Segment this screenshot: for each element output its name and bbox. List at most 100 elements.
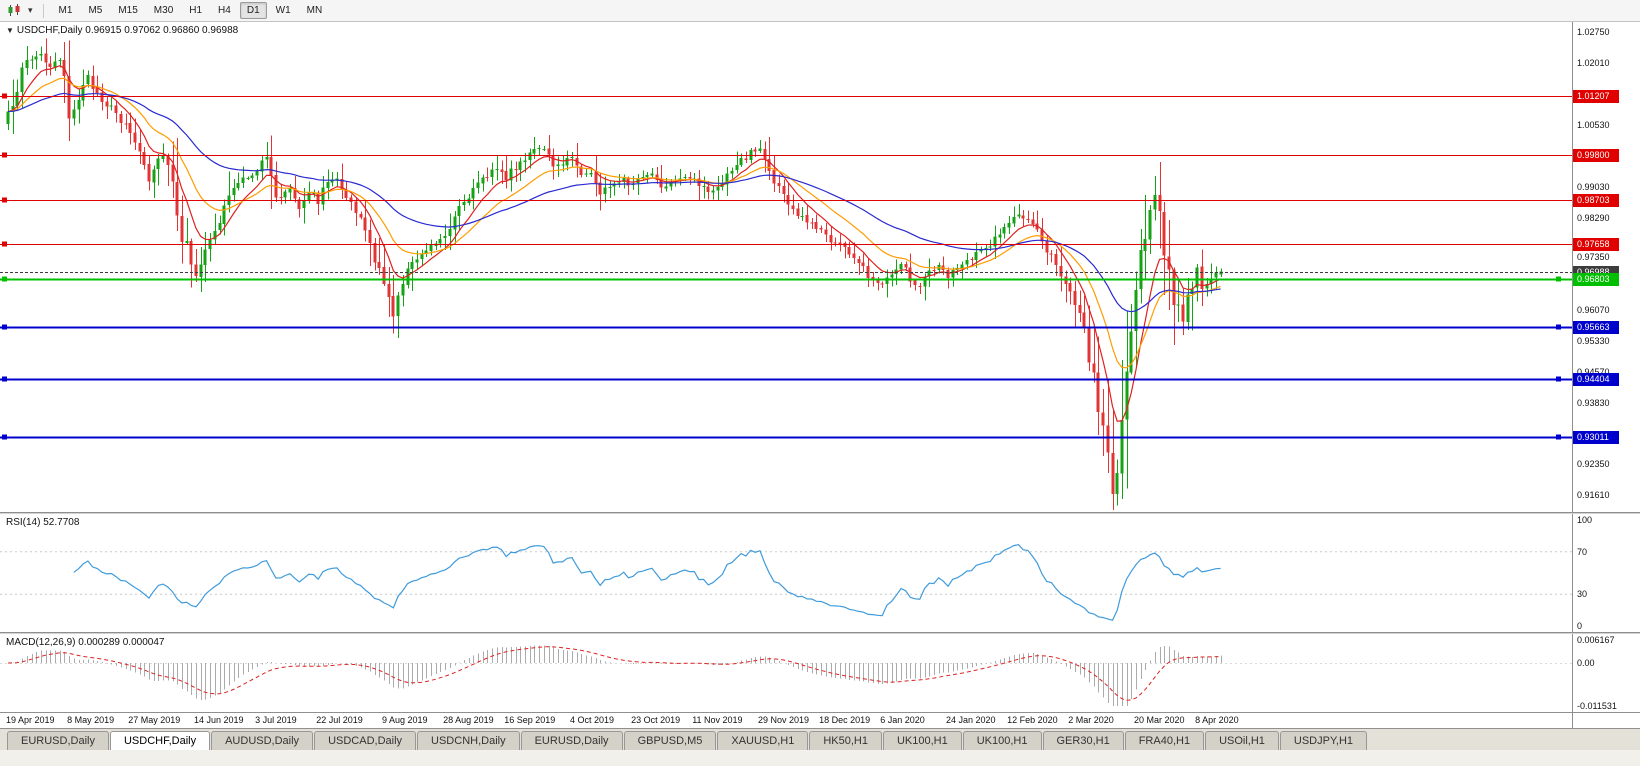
rsi-tick-30: 30 [1577,589,1588,600]
chart-tab-5-eurusd-daily[interactable]: EURUSD,Daily [520,731,623,750]
date-label-16-sep-2019: 16 Sep 2019 [504,715,556,725]
date-label-18-dec-2019: 18 Dec 2019 [819,715,871,725]
chart-tab-13-usoil-h1[interactable]: USOil,H1 [1205,731,1279,750]
symbol-dropdown-icon[interactable]: ▼ [6,26,14,35]
timeframe-button-m15[interactable]: M15 [118,5,138,16]
rsi-tick-70: 70 [1577,546,1588,557]
axis-corner [1572,713,1640,728]
price-tick-0.96070: 0.96070 [1577,304,1610,315]
rsi-pane[interactable]: RSI(14) 52.7708 [0,514,1572,632]
timeframe-button-h1[interactable]: H1 [189,5,203,16]
macd-tick--0.011531: -0.011531 [1577,701,1617,711]
macd-label: MACD(12,26,9) 0.000289 0.000047 [6,637,165,648]
chart-tab-12-fra40-h1[interactable]: FRA40,H1 [1124,731,1205,750]
candlesticks [6,38,1223,510]
price-tick-0.95330: 0.95330 [1577,335,1610,346]
main-chart-canvas [0,38,1572,510]
date-label-8-may-2019: 8 May 2019 [67,715,115,725]
date-label-20-mar-2020: 20 Mar 2020 [1134,715,1185,725]
price-badge-1.01207[interactable]: 1.01207 [1573,89,1619,103]
price-tick-1.02010: 1.02010 [1577,58,1610,69]
pane-separator-2[interactable] [0,632,1640,634]
timeframe-button-h4[interactable]: H4 [218,5,231,16]
ma-line-mid [7,77,1221,369]
chart-tab-2-audusd-daily[interactable]: AUDUSD,Daily [211,731,314,750]
timeframe-button-m5[interactable]: M5 [88,5,103,16]
chart-ohlc-text: USDCHF,Daily 0.96915 0.97062 0.96860 0.9… [16,25,239,36]
toolbar: ▾ M1 M5 M15 M30 H1 H4 D1 W1 MN [0,0,1640,22]
chart-tab-1-usdchf-daily[interactable]: USDCHF,Daily [109,731,211,750]
timeframe-buttons: M1 M5 M15 M30 H1 H4 D1 W1 MN [52,2,330,19]
rsi-tick-100: 100 [1577,515,1593,525]
timeframe-button-w1[interactable]: W1 [275,5,291,16]
candlestick-chart-icon[interactable] [5,2,24,20]
price-tick-1.02750: 1.02750 [1577,27,1610,38]
chart-tab-14-usdjpy-h1[interactable]: USDJPY,H1 [1279,731,1368,750]
timeframe-button-mn[interactable]: MN [306,5,323,16]
date-label-27-may-2019: 27 May 2019 [128,715,181,725]
chart-tab-3-usdcad-daily[interactable]: USDCAD,Daily [314,731,417,750]
macd-axis: 0.006167 0.00 -0.011531 [1572,634,1640,712]
macd-signal-line [7,646,1221,701]
date-label-22-jul-2019: 22 Jul 2019 [316,715,363,725]
price-badge-0.98703[interactable]: 0.98703 [1573,193,1619,207]
chart-tabs-bar: EURUSD,Daily USDCHF,Daily AUDUSD,Daily USDC… [0,728,1640,750]
date-label-3-jul-2019: 3 Jul 2019 [255,715,297,725]
chart-tab-11-ger30-h1[interactable]: GER30,H1 [1042,731,1124,750]
macd-tick-0.00: 0.00 [1577,657,1595,668]
date-label-6-jan-2020: 6 Jan 2020 [880,715,925,725]
horizontal-level-lines [0,93,1572,440]
main-chart-pane[interactable]: ▼ USDCHF,Daily 0.96915 0.97062 0.96860 0.… [0,22,1572,512]
macd-histogram [12,645,1223,706]
window-bottom-area [0,750,1640,766]
date-label-23-oct-2019: 23 Oct 2019 [631,715,681,725]
price-tick-0.92350: 0.92350 [1577,459,1610,470]
chart-tab-9-uk100-h1[interactable]: UK100,H1 [882,731,962,750]
date-label-4-oct-2019: 4 Oct 2019 [570,715,615,725]
price-badge-0.97658[interactable]: 0.97658 [1573,237,1619,251]
chart-ohlc-header: ▼ USDCHF,Daily 0.96915 0.97062 0.96860 0.… [6,25,238,36]
price-tick-0.99030: 0.99030 [1577,181,1610,192]
date-label-24-jan-2020: 24 Jan 2020 [946,715,996,725]
date-label-11-nov-2019: 11 Nov 2019 [692,715,743,725]
price-tick-0.98290: 0.98290 [1577,212,1610,223]
date-label-19-apr-2019: 19 Apr 2019 [6,715,55,725]
date-label-28-aug-2019: 28 Aug 2019 [443,715,494,725]
chart-tab-4-usdcnh-daily[interactable]: USDCNH,Daily [417,731,520,750]
timeframe-button-m1[interactable]: M1 [58,5,73,16]
price-tick-0.97350: 0.97350 [1577,251,1610,262]
price-tick-0.93830: 0.93830 [1577,397,1610,408]
chart-tab-7-xauusd-h1[interactable]: XAUUSD,H1 [717,731,809,750]
chart-tab-8-hk50-h1[interactable]: HK50,H1 [809,731,882,750]
price-badge-0.96803[interactable]: 0.96803 [1573,272,1619,286]
price-badge-0.99800[interactable]: 0.99800 [1573,148,1619,162]
timeframe-button-m30[interactable]: M30 [153,5,174,16]
rsi-line [73,544,1221,622]
price-tick-0.94570: 0.94570 [1577,367,1610,377]
price-axis[interactable]: 1.02750 1.02010 1.00530 0.99030 0.98290 0.973… [1572,22,1640,512]
macd-canvas [0,645,1572,706]
rsi-tick-0: 0 [1577,621,1583,631]
moving-average-lines [7,65,1221,422]
chart-tab-0-eurusd-daily[interactable]: EURUSD,Daily [7,731,109,750]
chart-tab-10-uk100-h1[interactable]: UK100,H1 [962,731,1042,750]
chevron-down-icon[interactable]: ▾ [28,5,33,15]
chart-tab-6-gbpusd-m5[interactable]: GBPUSD,M5 [623,731,717,750]
pane-separator[interactable] [0,512,1640,514]
ma-line-fast [7,65,1221,422]
date-label-2-mar-2020: 2 Mar 2020 [1068,715,1114,725]
price-badge-0.93011[interactable]: 0.93011 [1573,430,1619,444]
timeframe-button-d1[interactable]: D1 [239,2,267,19]
rsi-axis: 100 70 30 0 [1572,514,1640,632]
ma-line-slow [7,92,1221,313]
price-badge-0.94404[interactable]: 0.94404 [1573,372,1619,386]
date-label-14-jun-2019: 14 Jun 2019 [194,715,244,725]
toolbar-divider [42,3,44,18]
price-tick-0.91610: 0.91610 [1577,489,1610,500]
date-label-9-aug-2019: 9 Aug 2019 [382,715,428,725]
macd-tick-0.006167: 0.006167 [1577,635,1615,645]
price-badge-0.95663[interactable]: 0.95663 [1573,320,1619,334]
time-axis[interactable]: 19 Apr 2019 8 May 2019 27 May 2019 14 Jun 2… [0,713,1572,728]
macd-pane[interactable]: MACD(12,26,9) 0.000289 0.000047 [0,634,1572,712]
